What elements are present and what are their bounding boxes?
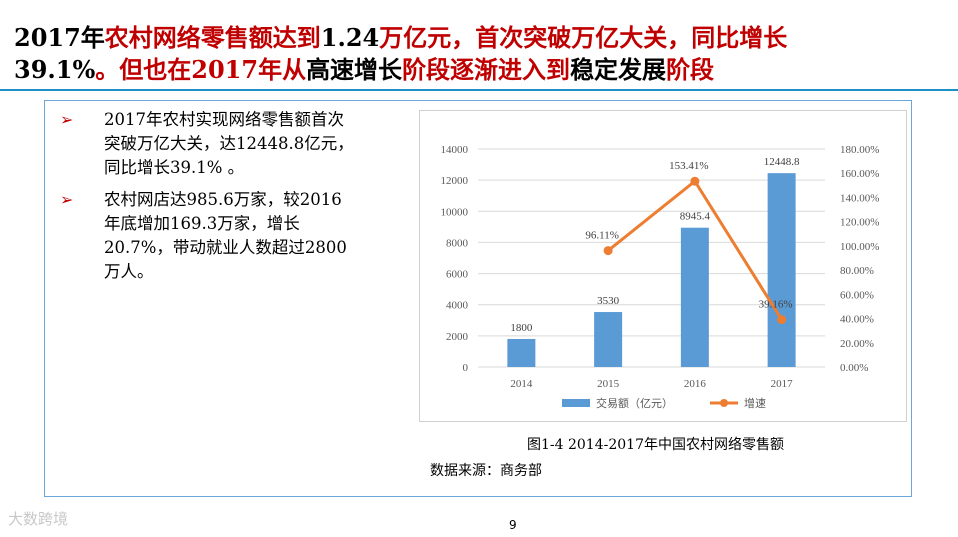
y-left-tick-label: 8000 <box>446 237 469 249</box>
x-tick-label: 2014 <box>510 378 533 390</box>
bullet-text: 农村网店达985.6万家，较2016年底增加169.3万家，增长20.7%，带动… <box>104 190 347 281</box>
y-right-tick-label: 100.00% <box>840 241 879 253</box>
headline-part: 2017年 <box>14 23 105 52</box>
x-tick-label: 2016 <box>684 378 707 390</box>
bar-data-label: 3530 <box>597 295 620 307</box>
headline-part: 农村网络零售额达到 <box>104 23 321 52</box>
growth-point <box>603 246 613 256</box>
x-tick-label: 2017 <box>771 378 794 390</box>
legend-label-line: 增速 <box>744 396 766 410</box>
legend-marker-line <box>720 399 728 407</box>
growth-data-label: 39.16% <box>759 299 793 311</box>
data-source: 数据来源：商务部 <box>430 463 542 479</box>
y-right-tick-label: 140.00% <box>840 192 879 204</box>
headline-part: 2017年 <box>191 55 283 84</box>
title-divider <box>0 89 958 91</box>
content-panel <box>44 100 912 497</box>
y-right-tick-label: 40.00% <box>840 314 874 326</box>
headline-part: 万亿元，首次突破万亿大关，同比增长 <box>379 23 788 52</box>
headline-part: 1.24 <box>320 23 380 52</box>
legend-label-bars: 交易额（亿元） <box>596 396 673 410</box>
bar-data-label: 8945.4 <box>680 211 711 223</box>
arrow-bullet-icon: ➢ <box>60 110 74 129</box>
y-left-tick-label: 4000 <box>446 300 469 312</box>
y-left-tick-label: 12000 <box>441 175 469 187</box>
headline-part: 阶段逐渐进入到 <box>402 55 571 84</box>
y-right-tick-label: 180.00% <box>840 144 879 156</box>
bullet-item: ➢ 农村网店达985.6万家，较2016年底增加169.3万家，增长20.7%，… <box>56 188 356 284</box>
y-left-tick-label: 6000 <box>446 269 469 281</box>
slide-headline: 2017年农村网络零售额达到1.24万亿元，首次突破万亿大关，同比增长 39.1%… <box>14 22 944 86</box>
y-right-tick-label: 160.00% <box>840 168 879 180</box>
growth-point <box>690 176 700 186</box>
arrow-bullet-icon: ➢ <box>60 190 74 209</box>
y-left-tick-label: 14000 <box>441 144 469 156</box>
y-left-tick-label: 0 <box>463 362 469 374</box>
headline-part: 。但也在 <box>95 55 192 84</box>
bar <box>507 338 536 367</box>
y-right-tick-label: 120.00% <box>840 217 879 229</box>
legend-swatch-bars <box>562 399 590 407</box>
bullet-item: ➢ 2017年农村实现网络零售额首次突破万亿大关，达12448.8亿元，同比增长… <box>56 108 356 180</box>
combo-chart: 0 2000 4000 6000 8000 10000 12000 14000 0.00% 20.… <box>441 144 880 410</box>
headline-part: 稳定发展 <box>570 55 667 84</box>
y-left-tick-label: 2000 <box>446 331 469 343</box>
bar <box>767 173 796 367</box>
bullet-list: ➢ 2017年农村实现网络零售额首次突破万亿大关，达12448.8亿元，同比增长… <box>56 108 356 292</box>
growth-point <box>777 315 787 325</box>
growth-data-label: 96.11% <box>585 230 619 242</box>
y-right-tick-label: 60.00% <box>840 289 874 301</box>
headline-part: 阶段 <box>666 55 715 84</box>
headline-part: 39.1% <box>14 55 96 84</box>
headline-part: 高速增长 <box>306 55 403 84</box>
page-number: 9 <box>509 518 517 532</box>
headline-part: 从 <box>282 55 307 84</box>
growth-data-label: 153.41% <box>669 160 708 172</box>
bar-data-label: 1800 <box>510 322 533 334</box>
y-right-tick-label: 80.00% <box>840 265 874 277</box>
y-right-tick-label: 20.00% <box>840 338 874 350</box>
footer-logo: 大数跨境 <box>8 510 69 528</box>
y-left-tick-label: 10000 <box>441 206 469 218</box>
bar <box>680 227 709 367</box>
bullet-text: 2017年农村实现网络零售额首次突破万亿大关，达12448.8亿元，同比增长39… <box>104 110 354 177</box>
x-tick-label: 2015 <box>597 378 620 390</box>
figure-caption: 图1-4 2014-2017年中国农村网络零售额 <box>527 437 784 453</box>
bar <box>594 312 623 367</box>
y-right-tick-label: 0.00% <box>840 362 868 374</box>
chart-frame: 0 2000 4000 6000 8000 10000 12000 14000 0.00% 20.… <box>419 110 907 422</box>
bar-data-label: 12448.8 <box>764 156 800 168</box>
